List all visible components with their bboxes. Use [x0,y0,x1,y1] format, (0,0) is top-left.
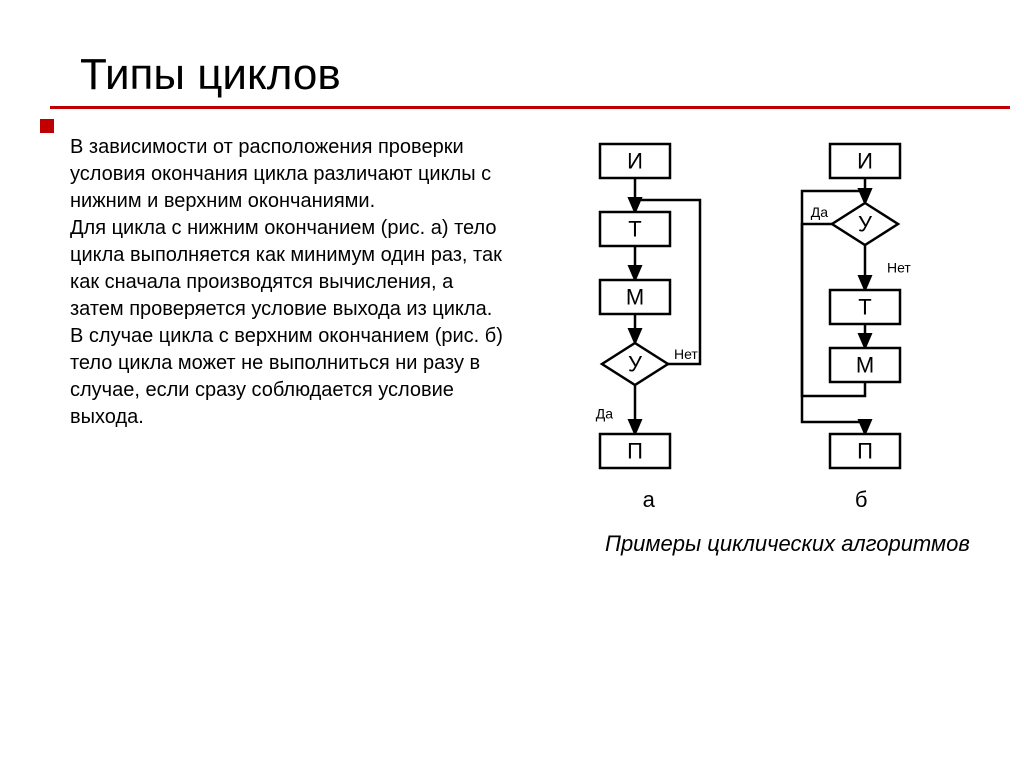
label-a: а [643,487,655,513]
diagram-b: Нет Да И У Т М П [770,134,970,479]
diagrams-column: Да Нет И Т М У П Нет Да И У Т М П а б Примеры циклич… [515,134,995,557]
diagram-pair: Да Нет И Т М У П Нет Да И У Т М П [515,134,995,479]
diagram-labels-row: а б [515,487,995,513]
svg-text:П: П [857,439,873,464]
page-title: Типы циклов [70,50,1024,106]
body-text-column: В зависимости от расположения проверки у… [70,134,515,557]
svg-text:И: И [627,149,643,174]
svg-text:П: П [627,439,643,464]
accent-line [50,106,1010,109]
svg-text:Да: Да [596,406,613,422]
svg-text:Т: Т [858,295,871,320]
content-row: В зависимости от расположения проверки у… [70,134,1024,557]
title-area: Типы циклов [70,50,1024,109]
svg-text:Нет: Нет [887,260,911,276]
label-b: б [855,487,868,513]
svg-text:Да: Да [811,204,828,220]
svg-text:У: У [628,352,643,377]
svg-text:Т: Т [628,217,641,242]
svg-text:Нет: Нет [674,346,698,362]
svg-text:У: У [858,212,873,237]
body-paragraph: В зависимости от расположения проверки у… [70,134,505,431]
slide-container: Типы циклов В зависимости от расположени… [0,0,1024,767]
svg-text:М: М [626,285,644,310]
accent-square [40,119,54,133]
svg-text:И: И [857,149,873,174]
diagram-a: Да Нет И Т М У П [540,134,740,479]
caption: Примеры циклических алгоритмов [515,531,995,557]
svg-text:М: М [856,353,874,378]
